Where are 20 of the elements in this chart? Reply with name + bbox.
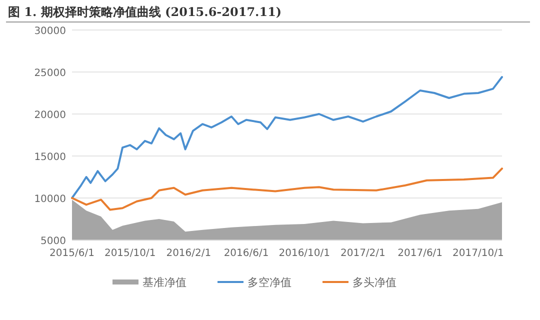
x-tick-label: 2016/6/1	[224, 248, 269, 259]
x-tick-label: 2015/10/1	[104, 248, 156, 259]
x-tick-label: 2017/6/1	[398, 248, 443, 259]
legend-label: 基准净值	[142, 276, 186, 289]
x-tick-label: 2015/6/1	[50, 248, 94, 259]
y-tick-label: 15000	[34, 152, 66, 163]
y-tick-label: 10000	[34, 194, 66, 205]
y-tick-label: 25000	[34, 68, 66, 79]
x-tick-label: 2017/2/1	[340, 248, 386, 259]
chart-title: 图 1. 期权择时策略净值曲线 (2015.6-2017.11)	[8, 5, 282, 19]
y-tick-label: 5000	[40, 236, 66, 247]
x-tick-label: 2016/2/1	[166, 248, 212, 259]
x-tick-label: 2016/10/1	[278, 248, 330, 259]
line-series	[71, 168, 503, 211]
y-tick-label: 30000	[34, 26, 66, 37]
legend-label: 多空净值	[248, 276, 292, 289]
y-tick-label: 20000	[34, 110, 66, 121]
x-tick-label: 2017/10/1	[452, 248, 504, 259]
line-series	[71, 76, 503, 199]
legend-label: 多头净值	[352, 276, 396, 289]
